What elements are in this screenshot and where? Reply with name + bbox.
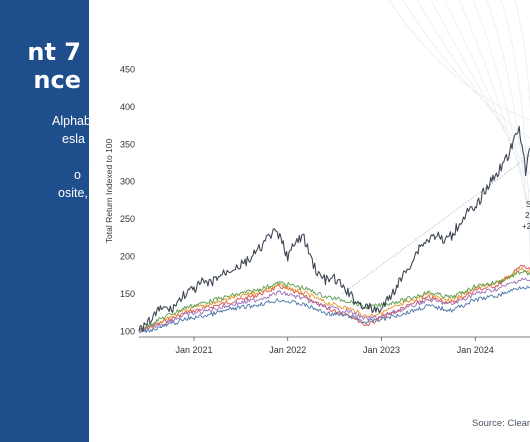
series-line xyxy=(138,267,530,332)
y-axis-label: Total Return Indexed to 100 xyxy=(104,139,114,244)
y-tick-label: 150 xyxy=(120,289,135,299)
series-line xyxy=(138,285,530,334)
x-tick-label: Jan 2021 xyxy=(175,345,212,355)
annotation-line: S xyxy=(526,200,530,209)
annotation-line: +2 xyxy=(522,222,530,231)
panel-title-line: nce xyxy=(33,66,81,94)
series-line xyxy=(138,125,530,333)
x-tick-label: Jan 2024 xyxy=(457,345,494,355)
panel-body-line: o xyxy=(74,168,81,182)
decoration-arc xyxy=(416,0,530,157)
panel-body-line: Alphabet, xyxy=(52,114,89,128)
left-panel: nt 7 nce Alphabet, esla o osite, xyxy=(0,0,89,442)
decoration-arc xyxy=(500,0,530,265)
y-tick-label: 400 xyxy=(120,102,135,112)
panel-body-line xyxy=(0,148,89,166)
y-tick-label: 200 xyxy=(120,251,135,261)
decoration-arc xyxy=(472,0,530,229)
x-tick-label: Jan 2023 xyxy=(363,345,400,355)
panel-body-line: osite, xyxy=(58,186,88,200)
series-line xyxy=(138,269,530,331)
reference-line xyxy=(341,155,530,295)
plot-area xyxy=(138,125,530,334)
y-tick-label: 450 xyxy=(120,64,135,74)
y-tick-label: 300 xyxy=(120,177,135,187)
panel-title: nt 7 nce xyxy=(27,38,81,94)
series-line xyxy=(138,277,530,332)
background-decoration xyxy=(388,0,530,282)
panel-body: Alphabet, esla o osite, xyxy=(0,112,89,202)
panel-body-line: esla xyxy=(62,132,85,146)
x-tick-label: Jan 2022 xyxy=(269,345,306,355)
decoration-arc xyxy=(388,0,530,121)
decoration-arc xyxy=(402,0,530,139)
y-tick-label: 350 xyxy=(120,139,135,149)
decoration-arc xyxy=(486,0,530,247)
y-tick-label: 250 xyxy=(120,214,135,224)
y-axis: 100 150 200 250 300 350 400 450 xyxy=(120,64,135,336)
annotation-line: 2 xyxy=(525,211,530,220)
decoration-arc xyxy=(430,0,530,175)
source-note: Source: Clearn xyxy=(472,418,530,429)
panel-title-line: nt 7 xyxy=(27,38,81,66)
annotation: S 2 +2 xyxy=(522,200,530,231)
x-axis: Jan 2021 Jan 2022 Jan 2023 Jan 2024 xyxy=(139,336,530,355)
y-tick-label: 100 xyxy=(120,326,135,336)
decoration-arc xyxy=(514,0,530,282)
